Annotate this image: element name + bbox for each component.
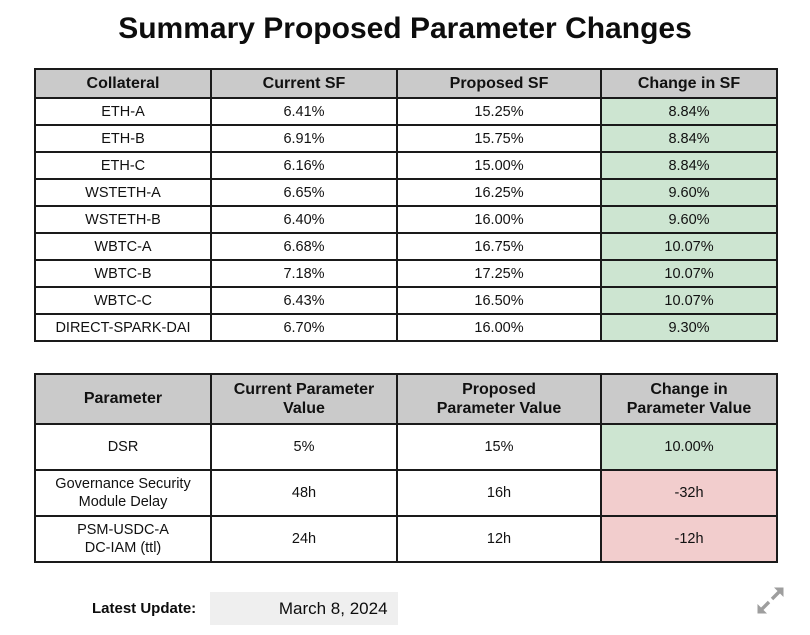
- cell-change-value: 10.00%: [600, 423, 778, 471]
- column-header-change-in-sf: Change in SF: [600, 68, 778, 99]
- cell-proposed-sf: 17.25%: [396, 259, 602, 288]
- cell-current-value: 5%: [210, 423, 398, 471]
- table-row: WBTC-A 6.68% 16.75% 10.07%: [34, 232, 778, 261]
- column-header-current-parameter-value: Current Parameter Value: [210, 373, 398, 425]
- expand-icon[interactable]: [752, 582, 789, 619]
- cell-collateral: WSTETH-B: [34, 205, 212, 234]
- page-title: Summary Proposed Parameter Changes: [118, 12, 692, 45]
- cell-parameter: DSR: [34, 423, 212, 471]
- cell-change-sf: 10.07%: [600, 286, 778, 315]
- table-row: ETH-B 6.91% 15.75% 8.84%: [34, 124, 778, 153]
- cell-change-sf: 8.84%: [600, 151, 778, 180]
- column-header-proposed-parameter-value: Proposed Parameter Value: [396, 373, 602, 425]
- column-header-collateral: Collateral: [34, 68, 212, 99]
- cell-collateral: WBTC-C: [34, 286, 212, 315]
- cell-proposed-sf: 16.75%: [396, 232, 602, 261]
- cell-proposed-value: 15%: [396, 423, 602, 471]
- table-row: PSM-USDC-A DC-IAM (ttl) 24h 12h -12h: [34, 515, 778, 563]
- cell-current-sf: 6.41%: [210, 97, 398, 126]
- cell-parameter: PSM-USDC-A DC-IAM (ttl): [34, 515, 212, 563]
- cell-proposed-sf: 16.00%: [396, 313, 602, 342]
- cell-current-sf: 6.16%: [210, 151, 398, 180]
- cell-proposed-sf: 15.00%: [396, 151, 602, 180]
- column-header-proposed-sf: Proposed SF: [396, 68, 602, 99]
- cell-proposed-sf: 16.50%: [396, 286, 602, 315]
- cell-current-value: 24h: [210, 515, 398, 563]
- cell-collateral: ETH-A: [34, 97, 212, 126]
- footer: Latest Update: March 8, 2024: [92, 592, 810, 625]
- cell-collateral: ETH-C: [34, 151, 212, 180]
- cell-collateral: DIRECT-SPARK-DAI: [34, 313, 212, 342]
- table-row: DIRECT-SPARK-DAI 6.70% 16.00% 9.30%: [34, 313, 778, 342]
- cell-proposed-sf: 16.00%: [396, 205, 602, 234]
- table-row: WSTETH-A 6.65% 16.25% 9.60%: [34, 178, 778, 207]
- cell-collateral: WSTETH-A: [34, 178, 212, 207]
- parameter-table: Parameter Current Parameter Value Propos…: [34, 373, 778, 563]
- table-row: WBTC-B 7.18% 17.25% 10.07%: [34, 259, 778, 288]
- cell-collateral: WBTC-B: [34, 259, 212, 288]
- cell-change-sf: 10.07%: [600, 259, 778, 288]
- cell-current-sf: 6.65%: [210, 178, 398, 207]
- column-header-parameter: Parameter: [34, 373, 212, 425]
- stability-fee-table: Collateral Current SF Proposed SF Change…: [34, 68, 778, 342]
- cell-change-value: -32h: [600, 469, 778, 517]
- column-header-current-sf: Current SF: [210, 68, 398, 99]
- cell-current-sf: 6.68%: [210, 232, 398, 261]
- cell-change-sf: 8.84%: [600, 124, 778, 153]
- table-row: WBTC-C 6.43% 16.50% 10.07%: [34, 286, 778, 315]
- table-row: WSTETH-B 6.40% 16.00% 9.60%: [34, 205, 778, 234]
- cell-change-value: -12h: [600, 515, 778, 563]
- cell-proposed-value: 12h: [396, 515, 602, 563]
- cell-current-value: 48h: [210, 469, 398, 517]
- cell-proposed-value: 16h: [396, 469, 602, 517]
- cell-change-sf: 9.30%: [600, 313, 778, 342]
- latest-update-label: Latest Update:: [92, 600, 197, 617]
- table-row: DSR 5% 15% 10.00%: [34, 423, 778, 471]
- cell-current-sf: 6.40%: [210, 205, 398, 234]
- table-header-row: Collateral Current SF Proposed SF Change…: [34, 68, 778, 99]
- cell-change-sf: 8.84%: [600, 97, 778, 126]
- cell-current-sf: 6.70%: [210, 313, 398, 342]
- cell-current-sf: 6.91%: [210, 124, 398, 153]
- cell-change-sf: 10.07%: [600, 232, 778, 261]
- cell-collateral: WBTC-A: [34, 232, 212, 261]
- table-row: Governance Security Module Delay 48h 16h…: [34, 469, 778, 517]
- cell-collateral: ETH-B: [34, 124, 212, 153]
- column-header-change-in-parameter-value: Change in Parameter Value: [600, 373, 778, 425]
- cell-current-sf: 7.18%: [210, 259, 398, 288]
- cell-change-sf: 9.60%: [600, 205, 778, 234]
- cell-proposed-sf: 15.25%: [396, 97, 602, 126]
- table-row: ETH-C 6.16% 15.00% 8.84%: [34, 151, 778, 180]
- cell-change-sf: 9.60%: [600, 178, 778, 207]
- cell-current-sf: 6.43%: [210, 286, 398, 315]
- cell-proposed-sf: 16.25%: [396, 178, 602, 207]
- table-header-row: Parameter Current Parameter Value Propos…: [34, 373, 778, 425]
- latest-update-value: March 8, 2024: [210, 592, 399, 625]
- cell-parameter: Governance Security Module Delay: [34, 469, 212, 517]
- table-row: ETH-A 6.41% 15.25% 8.84%: [34, 97, 778, 126]
- cell-proposed-sf: 15.75%: [396, 124, 602, 153]
